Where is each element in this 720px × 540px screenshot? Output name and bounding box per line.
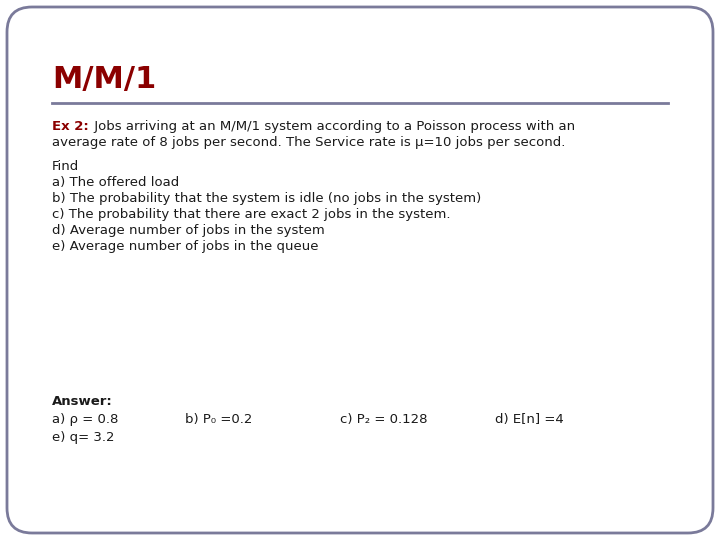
Text: Jobs arriving at an M/M/1 system according to a Poisson process with an: Jobs arriving at an M/M/1 system accordi… bbox=[90, 120, 575, 133]
Text: c) The probability that there are exact 2 jobs in the system.: c) The probability that there are exact … bbox=[52, 208, 451, 221]
Text: M/M/1: M/M/1 bbox=[52, 65, 156, 94]
Text: e) q= 3.2: e) q= 3.2 bbox=[52, 431, 114, 444]
Text: a) ρ = 0.8: a) ρ = 0.8 bbox=[52, 413, 118, 426]
Text: a) The offered load: a) The offered load bbox=[52, 176, 179, 189]
Text: Ex 2:: Ex 2: bbox=[52, 120, 89, 133]
Text: d) E[n] =4: d) E[n] =4 bbox=[495, 413, 564, 426]
Text: b) P₀ =0.2: b) P₀ =0.2 bbox=[185, 413, 253, 426]
Text: d) Average number of jobs in the system: d) Average number of jobs in the system bbox=[52, 224, 325, 237]
Text: e) Average number of jobs in the queue: e) Average number of jobs in the queue bbox=[52, 240, 318, 253]
Text: Answer:: Answer: bbox=[52, 395, 113, 408]
Text: b) The probability that the system is idle (no jobs in the system): b) The probability that the system is id… bbox=[52, 192, 481, 205]
Text: c) P₂ = 0.128: c) P₂ = 0.128 bbox=[340, 413, 428, 426]
Text: average rate of 8 jobs per second. The Service rate is μ=10 jobs per second.: average rate of 8 jobs per second. The S… bbox=[52, 136, 565, 149]
FancyBboxPatch shape bbox=[7, 7, 713, 533]
Text: Find: Find bbox=[52, 160, 79, 173]
